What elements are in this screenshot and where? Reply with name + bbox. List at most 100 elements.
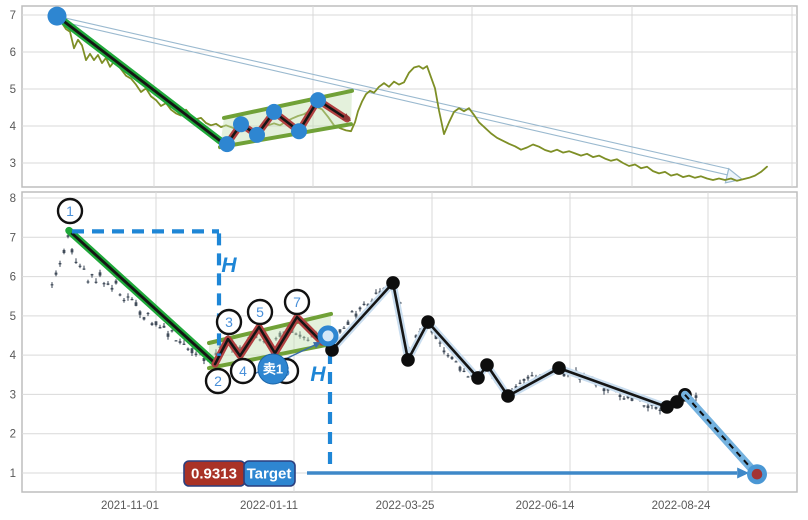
wave-dot[interactable] [501, 389, 515, 403]
wave-dot[interactable] [386, 276, 400, 290]
candle-body [50, 284, 54, 286]
wave-circle-number: 5 [256, 304, 264, 320]
candle-body [146, 312, 150, 315]
candle-body [70, 249, 74, 253]
candle-body [238, 346, 242, 351]
target-price-badge[interactable]: 0.9313 Target [183, 460, 296, 487]
candle-body [354, 313, 358, 317]
candle-body [170, 330, 174, 332]
pivot-dot[interactable] [291, 123, 307, 140]
pivot-dot[interactable] [266, 103, 282, 120]
candle-body [154, 321, 158, 326]
wave-circle-number: 1 [66, 203, 74, 219]
candle-body [98, 272, 102, 276]
wave-dot[interactable] [421, 315, 435, 329]
pivot-dot[interactable] [47, 6, 67, 26]
candle-body [186, 348, 190, 350]
y-tick-label: 7 [10, 232, 16, 244]
weekly-grid [22, 6, 797, 187]
wave-dot[interactable] [401, 353, 415, 367]
candle-body [138, 311, 142, 315]
wave-circle-5[interactable]: 5 [246, 298, 274, 326]
daily-panel [21, 191, 798, 493]
candle-body [646, 405, 650, 408]
candle-body [618, 395, 622, 397]
candle-body [438, 342, 442, 344]
candle-body [526, 376, 530, 379]
y-tick-label: 6 [10, 272, 16, 284]
y-tick-label: 3 [10, 158, 16, 170]
candle-body [106, 283, 110, 285]
measure-dashed-lines[interactable]: HH [72, 229, 333, 471]
wave-circle-2[interactable]: 2 [204, 367, 232, 395]
candle-body [66, 235, 70, 237]
y-tick-label: 4 [10, 350, 17, 362]
candle-body [434, 334, 438, 339]
wave-dot[interactable] [325, 343, 339, 357]
candle-body [278, 332, 282, 337]
candle-body [458, 366, 462, 371]
candle-body [518, 382, 522, 384]
candle-body [166, 333, 170, 337]
wave-dot[interactable] [552, 361, 566, 375]
y-tick-label: 5 [10, 311, 16, 323]
daily-impulse-line[interactable] [65, 226, 218, 366]
wave-circle-outline [215, 308, 243, 336]
candle-body [450, 356, 454, 360]
wave-dot[interactable] [471, 371, 485, 385]
candle-body [338, 329, 342, 333]
candle-body [606, 389, 610, 391]
target-label-text: Target [247, 466, 292, 483]
candle-body [78, 265, 82, 267]
candle-body [258, 339, 262, 341]
wave-circle-number: 7 [293, 294, 301, 310]
candle-body [342, 327, 346, 329]
wave-circle-outline [56, 197, 84, 225]
wave-circle-3[interactable]: 3 [215, 308, 243, 336]
sell-badge-circle [257, 353, 289, 385]
x-tick-label: 2021-11-01 [101, 500, 159, 512]
weekly-pivot-dots[interactable] [47, 6, 327, 153]
y-tick-label: 6 [10, 47, 16, 59]
sell-point-ring-marker[interactable] [317, 325, 339, 347]
sell-badge[interactable]: 卖1 [257, 353, 289, 385]
candle-body [150, 323, 154, 326]
pivot-dot[interactable] [249, 126, 265, 143]
arrowhead-icon [313, 342, 321, 349]
wave-circle-7[interactable]: 7 [283, 288, 311, 316]
candle-body [374, 292, 378, 294]
wave-circle-outline [229, 357, 257, 385]
y-axis-labels: 8 7 6 5 4 3 2 1 [10, 193, 17, 480]
candle-body [162, 325, 166, 328]
y-tick-label: 4 [10, 121, 17, 133]
candle-body [54, 272, 58, 275]
candle-body [58, 263, 62, 265]
x-tick-label: 2022-08-24 [652, 500, 711, 512]
target-marker[interactable] [747, 464, 767, 485]
pivot-dot[interactable] [219, 136, 235, 153]
daily-zigzag-line[interactable] [211, 313, 326, 368]
wave-circle-outline [246, 298, 274, 326]
wave-dot[interactable] [480, 358, 494, 372]
arrowhead-icon [342, 113, 351, 121]
weekly-impulse-line[interactable] [53, 12, 227, 147]
pivot-dot[interactable] [233, 116, 249, 133]
y-tick-label: 7 [10, 10, 16, 22]
wave-dot[interactable] [660, 400, 674, 414]
wave-circle-4[interactable]: 4 [229, 357, 257, 385]
wave-circle-1[interactable]: 1 [56, 197, 84, 225]
wave-circle-outline [283, 288, 311, 316]
candle-body [294, 333, 298, 335]
forecast-line[interactable] [681, 390, 757, 475]
target-badge-box [243, 460, 296, 487]
y-tick-label: 2 [10, 429, 16, 441]
x-tick-label: 2022-03-25 [376, 500, 435, 512]
candle-body [214, 352, 218, 356]
sell-badge-text: 卖1 [263, 362, 283, 377]
target-marker-inner [751, 468, 763, 480]
pivot-dot[interactable] [310, 92, 326, 109]
target-projection-arrow[interactable] [307, 467, 749, 479]
candle-body [114, 280, 118, 284]
x-tick-label: 2022-01-11 [240, 500, 298, 512]
impulse-start-dot [65, 227, 73, 235]
